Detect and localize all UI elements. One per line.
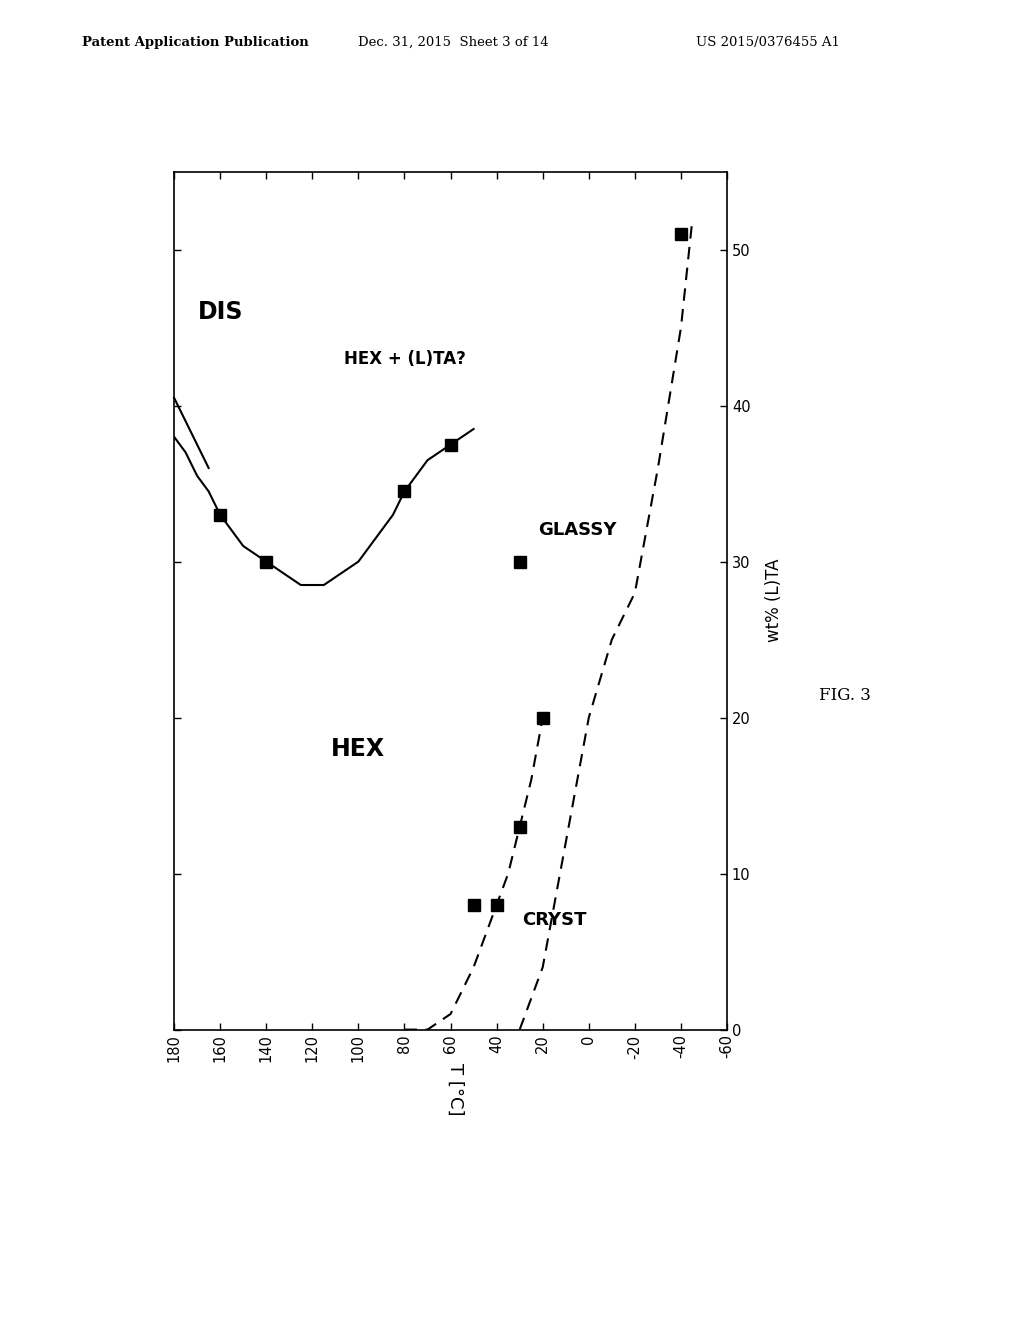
Y-axis label: wt% (L)TA: wt% (L)TA xyxy=(765,558,782,643)
Text: US 2015/0376455 A1: US 2015/0376455 A1 xyxy=(696,36,841,49)
Text: Patent Application Publication: Patent Application Publication xyxy=(82,36,308,49)
Text: FIG. 3: FIG. 3 xyxy=(819,686,871,704)
Text: HEX: HEX xyxy=(332,737,385,760)
Text: CRYST: CRYST xyxy=(522,911,587,929)
Text: T [°C]: T [°C] xyxy=(446,1063,465,1115)
Text: DIS: DIS xyxy=(198,300,243,323)
Text: Dec. 31, 2015  Sheet 3 of 14: Dec. 31, 2015 Sheet 3 of 14 xyxy=(358,36,549,49)
Text: HEX + (L)TA?: HEX + (L)TA? xyxy=(343,350,466,368)
Text: GLASSY: GLASSY xyxy=(538,521,616,540)
